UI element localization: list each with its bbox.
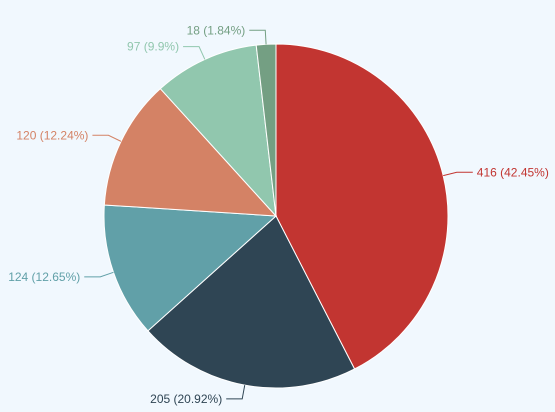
label-leader-line: [226, 385, 246, 400]
slice-label: 18 (1.84%): [187, 23, 246, 37]
slices-layer: [103, 43, 449, 389]
label-leader-line: [249, 29, 267, 45]
slice-label: 416 (42.45%): [477, 165, 549, 179]
slice-label: 124 (12.65%): [8, 270, 80, 284]
pie-slice[interactable]: [147, 215, 356, 389]
slice-label: 205 (20.92%): [150, 392, 222, 406]
pie-slice[interactable]: [103, 204, 278, 332]
label-leader-line: [92, 134, 122, 142]
label-leader-line: [443, 171, 473, 177]
pie-slice[interactable]: [103, 87, 278, 217]
label-leader-line: [84, 271, 114, 278]
slice-label: 120 (12.24%): [16, 128, 88, 142]
slice-label: 97 (9.9%): [127, 40, 179, 54]
labels-layer: 416 (42.45%) 205 (20.92%) 124 (12.65%) 120 …: [8, 23, 549, 406]
label-leader-line: [183, 46, 206, 60]
pie-slice[interactable]: [275, 43, 449, 370]
